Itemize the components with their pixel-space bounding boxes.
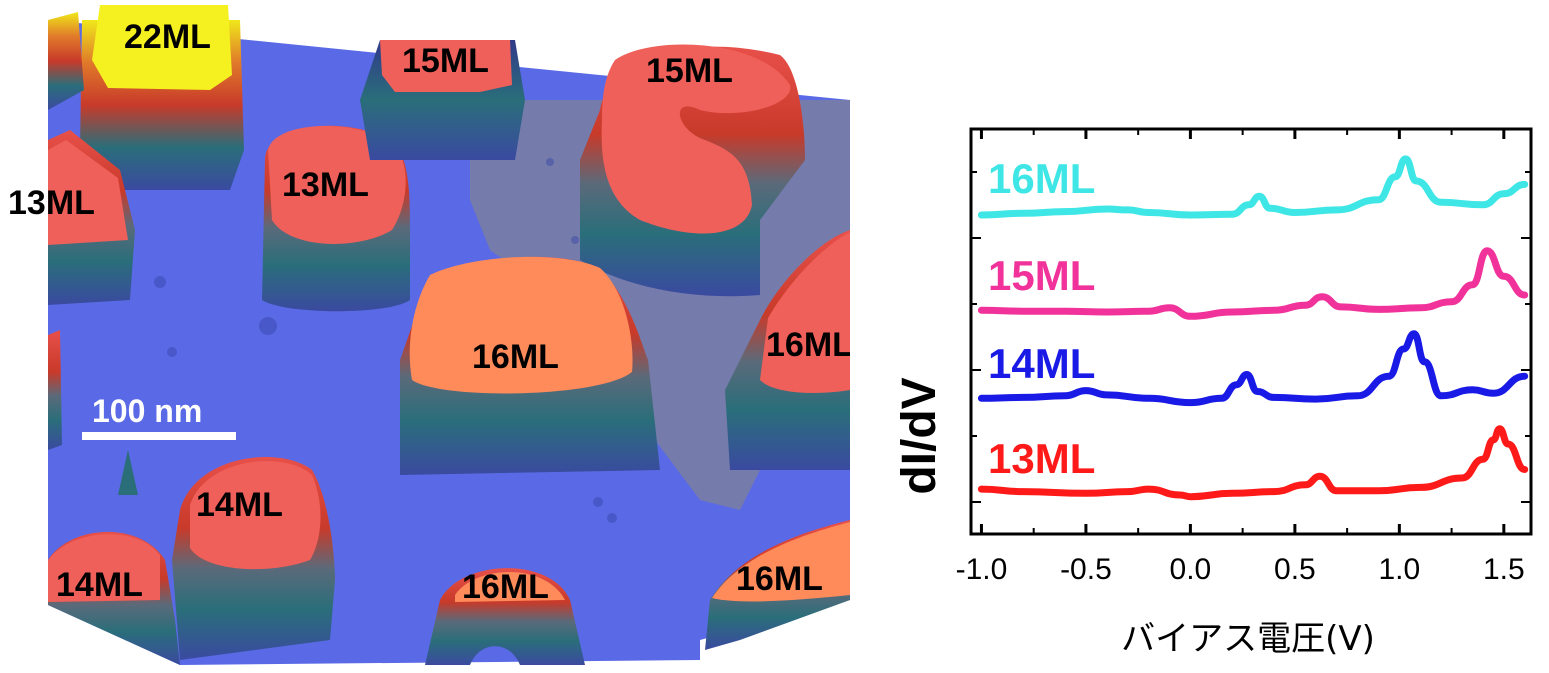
series-label-14ML: 14ML xyxy=(988,340,1095,387)
island-16ml-b xyxy=(725,230,850,470)
stm-topography-image: 22ML 15ML 15ML 13ML 13ML 16ML 16ML 14ML … xyxy=(8,5,850,665)
y-axis-label: dI/dV xyxy=(893,377,946,494)
label-13ml-b: 13ML xyxy=(282,166,369,204)
label-13ml-a: 13ML xyxy=(8,184,95,222)
series-label-16ML: 16ML xyxy=(988,155,1095,202)
series-label-13ML: 13ML xyxy=(988,435,1095,482)
x-tick-label: -0.5 xyxy=(1060,553,1112,586)
didv-spectra-chart: dI/dV バイアス電圧(V) -1.0 -0.5 0.0 0.5 1.0 1.5 16ML… xyxy=(893,127,1533,659)
scale-bar-line xyxy=(82,432,236,440)
label-16ml-d: 16ML xyxy=(736,560,823,598)
x-axis-label: バイアス電圧(V) xyxy=(1121,619,1375,659)
label-22ml: 22ML xyxy=(124,18,211,56)
island-left-edge xyxy=(48,12,135,450)
x-tick-label: 1.5 xyxy=(1483,553,1525,586)
island-16ml-a xyxy=(400,256,660,475)
island-14ml-b xyxy=(48,531,180,665)
series-label-15ML: 15ML xyxy=(988,252,1095,299)
x-tick-label: 1.0 xyxy=(1378,553,1420,586)
label-14ml-a: 14ML xyxy=(196,486,283,524)
label-16ml-c: 16ML xyxy=(462,568,549,606)
x-tick-label: 0.5 xyxy=(1274,553,1316,586)
series-line-16ML xyxy=(977,155,1529,219)
island-14ml-a xyxy=(172,457,335,660)
plot-area: -1.0 -0.5 0.0 0.5 1.0 1.5 16ML 15ML 14ML 13ML xyxy=(956,127,1533,586)
island-15ml-b xyxy=(580,44,805,297)
label-14ml-b: 14ML xyxy=(56,566,143,604)
scale-bar-label: 100 nm xyxy=(92,393,202,429)
label-16ml-b: 16ML xyxy=(766,326,850,364)
series-line-13ML xyxy=(977,425,1529,501)
x-tick-label: 0.0 xyxy=(1170,553,1212,586)
island-16ml-d xyxy=(705,520,850,650)
scale-bar: 100 nm xyxy=(82,393,236,440)
x-tick-label: -1.0 xyxy=(956,553,1008,586)
plot-frame xyxy=(969,127,1533,536)
series-line-15ML xyxy=(977,247,1529,320)
series-line-14ML xyxy=(977,330,1529,407)
label-15ml-a: 15ML xyxy=(402,42,489,80)
island-15ml-a xyxy=(360,40,525,160)
island-22ml xyxy=(80,5,244,190)
label-15ml-b: 15ML xyxy=(646,52,733,90)
island-16ml-c xyxy=(425,568,585,665)
label-16ml-a: 16ML xyxy=(472,338,559,376)
